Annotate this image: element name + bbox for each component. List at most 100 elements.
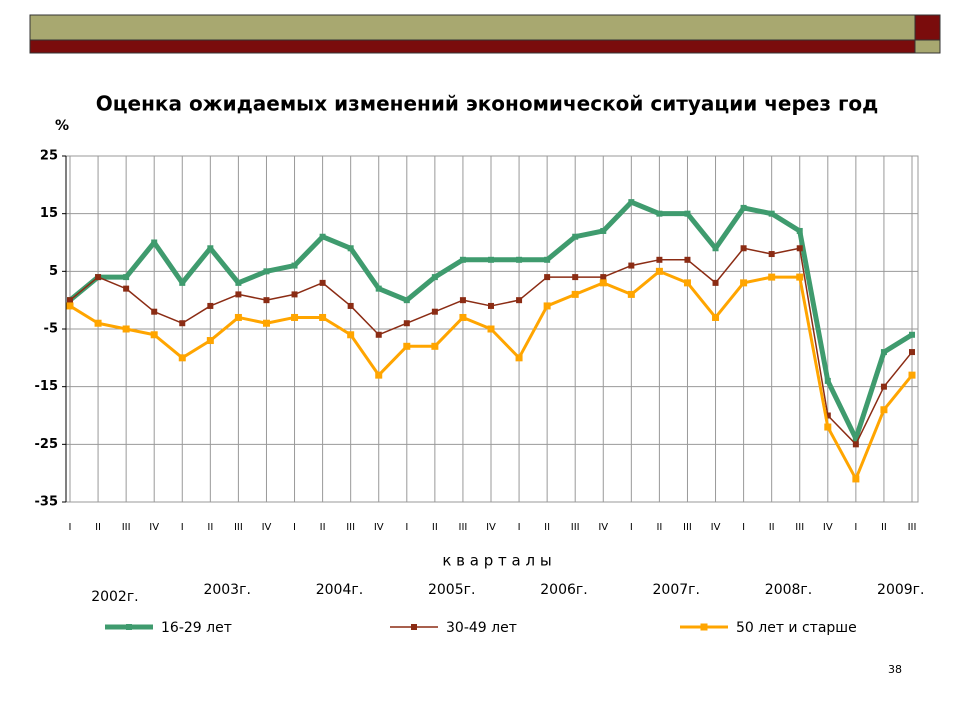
marker xyxy=(122,325,130,333)
marker xyxy=(600,227,607,234)
marker xyxy=(207,302,214,309)
marker xyxy=(123,274,130,281)
year-label: 2003г. xyxy=(203,582,250,598)
marker xyxy=(347,245,354,252)
x-tick-label: I xyxy=(69,522,72,533)
marker xyxy=(824,377,831,384)
marker xyxy=(628,199,635,206)
year-label: 2006г. xyxy=(540,582,587,598)
marker xyxy=(487,325,495,333)
marker xyxy=(431,274,438,281)
marker xyxy=(712,279,719,286)
marker xyxy=(67,297,73,304)
marker xyxy=(600,274,607,281)
legend-label: 50 лет и старше xyxy=(736,620,857,636)
marker xyxy=(291,313,299,321)
legend-label: 30-49 лет xyxy=(446,620,517,636)
marker xyxy=(262,319,270,327)
marker xyxy=(178,354,186,362)
header-square xyxy=(914,39,941,54)
x-tick-label: III xyxy=(908,522,917,533)
marker xyxy=(347,302,354,309)
marker xyxy=(544,256,551,263)
marker xyxy=(319,313,327,321)
marker xyxy=(740,279,748,287)
legend-label: 16-29 лет xyxy=(161,620,232,636)
y-tick-label: 5 xyxy=(49,264,58,279)
marker xyxy=(375,285,382,292)
marker xyxy=(572,233,579,240)
x-tick-label: II xyxy=(207,522,213,533)
marker xyxy=(207,245,214,252)
marker xyxy=(880,406,888,414)
marker xyxy=(459,256,466,263)
marker xyxy=(95,274,102,281)
marker xyxy=(234,313,242,321)
marker xyxy=(459,313,467,321)
y-tick-label: 25 xyxy=(40,149,58,164)
x-tick-label: III xyxy=(571,522,580,533)
y-tick-label: -5 xyxy=(44,322,58,337)
x-tick-label: I xyxy=(518,522,521,533)
legend-marker xyxy=(700,623,708,631)
marker xyxy=(880,349,887,356)
marker xyxy=(319,279,326,286)
marker xyxy=(909,331,915,338)
marker xyxy=(908,371,916,379)
marker xyxy=(291,291,298,298)
year-label: 2009г. xyxy=(877,582,924,598)
marker xyxy=(796,273,804,281)
marker xyxy=(852,441,859,448)
marker xyxy=(515,354,523,362)
marker xyxy=(599,279,607,287)
marker xyxy=(291,262,298,269)
marker xyxy=(150,331,158,339)
marker xyxy=(656,210,663,217)
x-tick-label: IV xyxy=(598,522,608,533)
x-tick-label: I xyxy=(630,522,633,533)
marker xyxy=(824,423,832,431)
marker xyxy=(684,256,691,263)
x-tick-label: IV xyxy=(149,522,159,533)
x-tick-label: II xyxy=(656,522,662,533)
marker xyxy=(263,268,270,275)
marker xyxy=(543,302,551,310)
marker xyxy=(375,331,382,338)
marker xyxy=(516,297,523,304)
legend-marker xyxy=(411,624,417,630)
marker xyxy=(712,313,720,321)
y-tick-label: -25 xyxy=(35,437,59,452)
marker xyxy=(235,279,242,286)
marker xyxy=(768,273,776,281)
x-tick-label: IV xyxy=(262,522,272,533)
y-tick-label: -15 xyxy=(35,379,59,394)
x-tick-label: I xyxy=(742,522,745,533)
marker xyxy=(459,297,466,304)
marker xyxy=(263,297,270,304)
x-tick-label: IV xyxy=(486,522,496,533)
marker xyxy=(796,227,803,234)
x-axis-label: к в а р т а л ы xyxy=(442,552,551,570)
x-tick-label: I xyxy=(181,522,184,533)
marker xyxy=(909,349,915,356)
marker xyxy=(880,383,887,390)
y-tick-label: -35 xyxy=(35,495,59,510)
marker xyxy=(656,256,663,263)
x-tick-label: IV xyxy=(711,522,721,533)
marker xyxy=(516,256,523,263)
page-number: 38 xyxy=(888,663,902,676)
x-tick-label: IV xyxy=(823,522,833,533)
header-square xyxy=(914,14,941,41)
marker xyxy=(683,279,691,287)
marker xyxy=(179,279,186,286)
marker xyxy=(431,308,438,315)
marker xyxy=(403,320,410,327)
marker xyxy=(431,342,439,350)
marker xyxy=(852,435,859,442)
marker xyxy=(740,204,747,211)
marker xyxy=(151,308,158,315)
marker xyxy=(572,274,579,281)
marker xyxy=(655,267,663,275)
marker xyxy=(627,290,635,298)
